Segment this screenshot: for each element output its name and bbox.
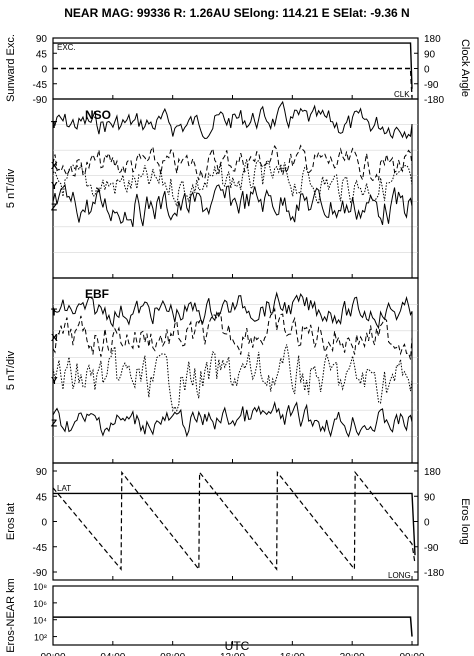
series-label-t: T [51, 120, 57, 131]
tick-label-left: 45 [36, 492, 48, 503]
series-label-x: X [51, 161, 58, 172]
series-label-t: T [51, 307, 57, 318]
tick-label-right: -90 [424, 80, 439, 91]
axis-label-right: Clock Angle [459, 39, 471, 97]
series-label-y: Y [51, 376, 58, 387]
axis-label-left-p2: 5 nT/div [5, 168, 17, 208]
tick-label-right: 180 [424, 467, 441, 478]
series-line-y [52, 344, 413, 463]
tick-label-left: 10⁶ [33, 599, 47, 609]
tick-label-left: 90 [36, 34, 48, 45]
tick-label-left: 0 [41, 65, 47, 76]
series-line-y [52, 159, 413, 278]
page-title: NEAR MAG: 99336 R: 1.26AU SElong: 114.21… [64, 6, 409, 20]
x-tick-label: 08:00 [160, 652, 185, 656]
series-line-lat [53, 492, 416, 556]
tick-label-right: 0 [424, 518, 430, 529]
series-line-t [52, 100, 413, 278]
axis-label-left: Sunward Exc. [5, 34, 17, 102]
x-tick-label: 00:00 [400, 652, 425, 656]
tick-label-right: -90 [424, 543, 439, 554]
tick-label-left: 45 [36, 49, 48, 60]
axis-label-left-p4: Eros lat [5, 503, 17, 540]
series-line-z [52, 183, 413, 278]
tick-label-left: 0 [41, 518, 47, 529]
tick-label-left: -45 [33, 543, 48, 554]
tick-label-left: 10⁴ [33, 616, 47, 626]
series-line-z [52, 400, 413, 463]
series-tag-exc: EXC. [57, 43, 76, 52]
axis-label-right-p4: Eros long [459, 498, 471, 544]
x-tick-label: 16:00 [280, 652, 305, 656]
x-tick-label: 12:00 [220, 652, 245, 656]
series-tag-lat: LAT [57, 484, 71, 493]
tick-label-left: 10² [34, 633, 47, 643]
series-line-clk [53, 67, 413, 98]
tick-label-right: 90 [424, 492, 436, 503]
series-line-long [52, 470, 416, 571]
x-tick-label: 00:00 [40, 652, 65, 656]
x-tick-label: 04:00 [100, 652, 125, 656]
series-line-x [52, 144, 413, 278]
panel-frame-p4 [52, 462, 419, 581]
tick-label-right: -180 [424, 568, 444, 579]
series-line-x [52, 307, 413, 463]
tick-label-right: -180 [424, 95, 444, 106]
tick-label-left: 90 [36, 467, 48, 478]
series-label-y: Y [51, 181, 58, 192]
panel-title-p2: NSO [85, 108, 111, 122]
series-line-distance [53, 616, 413, 637]
tick-label-left: -90 [33, 95, 48, 106]
tick-label-left: 10⁸ [33, 582, 47, 592]
series-label-z: Z [51, 202, 57, 213]
axis-label-left-p5: Eros-NEAR km [5, 578, 17, 653]
series-label-x: X [51, 333, 58, 344]
panel-frame-p2 [52, 98, 419, 279]
tick-label-right: 0 [424, 65, 430, 76]
panel-frame-p5 [52, 585, 419, 646]
axis-label-left-p3: 5 nT/div [5, 350, 17, 390]
series-label-z: Z [51, 418, 57, 429]
series-line-exc [53, 42, 413, 89]
x-tick-label: 20:00 [340, 652, 365, 656]
tick-label-left: -45 [33, 80, 48, 91]
tick-label-right: 180 [424, 34, 441, 45]
x-axis-label: UTC [225, 639, 250, 653]
series-tag-long: LONG [388, 571, 411, 580]
panel-frame-p1 [52, 37, 419, 100]
tick-label-left: -90 [33, 568, 48, 579]
series-line-t [52, 291, 413, 463]
tick-label-right: 90 [424, 49, 436, 60]
series-tag-clk: CLK [394, 90, 410, 99]
